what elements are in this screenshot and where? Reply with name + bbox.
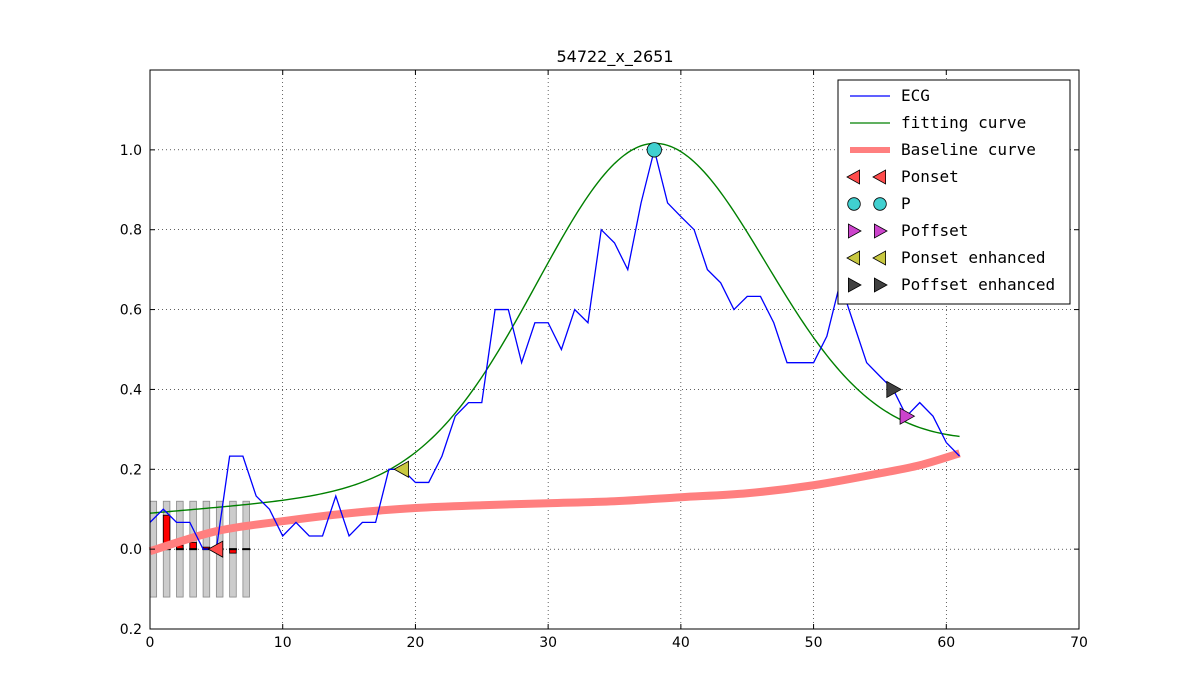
marker-poffset <box>899 407 916 425</box>
x-tick-label: 60 <box>937 635 955 651</box>
series-ecg <box>149 149 961 550</box>
legend-swatch <box>847 197 861 211</box>
legend-entry: Poffset <box>848 221 968 240</box>
legend-swatch <box>848 277 862 293</box>
y-tick-label: 0.8 <box>120 223 142 239</box>
marker-ponset <box>207 540 224 558</box>
marker-poffset-enhanced <box>886 380 903 399</box>
series-fitting-curve <box>149 142 960 514</box>
x-tick-label: 40 <box>672 635 690 651</box>
legend-label: P <box>901 194 911 213</box>
legend-entry: Baseline curve <box>850 140 1036 159</box>
legend-label: fitting curve <box>901 113 1026 132</box>
red-segment-bar <box>189 541 197 550</box>
x-tick-label: 70 <box>1070 635 1088 651</box>
legend-label: Baseline curve <box>901 140 1036 159</box>
legend-swatch <box>874 223 888 239</box>
legend-swatch <box>873 197 887 211</box>
y-tick-label: 0.2 <box>120 462 142 478</box>
legend-entry: Ponset enhanced <box>846 248 1046 267</box>
x-tick-label: 10 <box>274 635 292 651</box>
y-tick-label: 1.0 <box>120 143 142 159</box>
y-tick-label: 0.4 <box>120 382 142 398</box>
y-tick-label: 0.0 <box>120 542 142 558</box>
x-tick-label: 50 <box>805 635 823 651</box>
legend-swatch <box>872 169 886 185</box>
series-lines <box>148 142 961 555</box>
legend-label: Ponset <box>901 167 959 186</box>
chart-title: 54722_x_2651 <box>556 47 673 67</box>
series-baseline-curve <box>148 449 961 555</box>
marker-p <box>646 142 662 158</box>
legend-label: ECG <box>901 86 930 105</box>
y-tick-label: 0.2 <box>120 622 142 638</box>
legend-label: Poffset enhanced <box>901 275 1055 294</box>
legend-entry: Poffset enhanced <box>848 275 1055 294</box>
legend-entry: fitting curve <box>850 113 1026 132</box>
markers <box>207 142 916 558</box>
legend-label: Poffset <box>901 221 968 240</box>
legend-swatch <box>846 250 860 266</box>
legend-swatch <box>872 250 886 266</box>
legend-swatch <box>874 277 888 293</box>
x-tick-label: 30 <box>539 635 557 651</box>
x-tick-label: 0 <box>146 635 155 651</box>
x-tick-label: 20 <box>407 635 425 651</box>
legend: ECG fitting curve Baseline curve Ponset P Pof… <box>837 79 1071 305</box>
legend-entry: Ponset <box>846 167 959 186</box>
marker-ponset-enhanced <box>393 460 409 478</box>
legend-label: Ponset enhanced <box>901 248 1046 267</box>
axis-ticks: 0 10 20 30 40 50 60 70 0.2 0.0 0.2 0.4 0.6 0.8 1.0 <box>120 70 1088 651</box>
plot-frame <box>149 69 1080 630</box>
legend-entry: P <box>847 194 911 213</box>
legend-box <box>837 79 1071 305</box>
legend-swatch <box>846 169 860 185</box>
y-tick-label: 0.6 <box>120 303 142 319</box>
legend-entry: ECG <box>850 86 930 105</box>
legend-swatch <box>848 223 862 239</box>
